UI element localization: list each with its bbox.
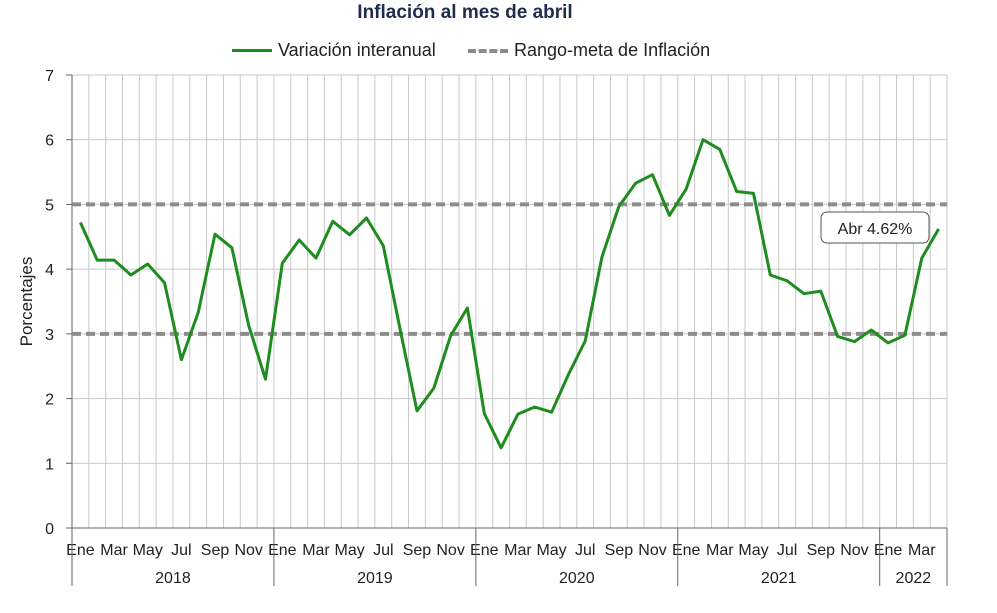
legend-item-variacion: Variación interanual [232,40,436,61]
annotation-box [820,211,930,244]
inflation-series-line [79,138,940,450]
y-tick-label: 5 [45,197,54,214]
x-tick-label: Ene [672,542,701,559]
x-tick-label: Sep [403,542,432,559]
x-tick-label: Mar [504,542,532,559]
x-tick-label: May [133,542,163,559]
y-tick-label: 2 [45,392,54,409]
x-tick-label: Mar [302,542,330,559]
x-tick-label: Ene [874,542,903,559]
x-tick-label: Ene [268,542,297,559]
x-tick-label: Ene [470,542,499,559]
year-label: 2021 [761,570,797,587]
y-tick-label: 0 [45,521,54,538]
y-tick-label: 6 [45,133,54,150]
x-tick-label: Nov [436,542,464,559]
legend: Variación interanual Rango-meta de Infla… [0,40,997,64]
x-tick-label: Jul [777,542,797,559]
legend-label-variacion: Variación interanual [278,40,436,60]
x-tick-label: Ene [66,542,95,559]
legend-label-rango-meta: Rango-meta de Inflación [514,40,711,60]
year-label: 2022 [896,570,932,587]
x-tick-label: Nov [234,542,262,559]
y-tick-label: 3 [45,327,54,344]
x-tick-label: Mar [706,542,734,559]
y-tick-label: 1 [45,456,54,473]
x-tick-label: Sep [605,542,634,559]
x-tick-label: May [335,542,365,559]
x-tick-label: May [536,542,566,559]
x-tick-label: Nov [840,542,868,559]
legend-swatch-solid [232,49,272,52]
x-tick-label: Sep [807,542,836,559]
y-tick-label: 7 [45,68,54,85]
y-axis-title: Porcentajes [17,257,36,347]
x-tick-label: Jul [373,542,393,559]
x-tick-label: Sep [201,542,230,559]
x-tick-label: Jul [575,542,595,559]
x-tick-label: Nov [638,542,666,559]
y-tick-label: 4 [45,262,54,279]
x-tick-label: Mar [908,542,936,559]
year-label: 2019 [357,570,393,587]
legend-item-rango-meta: Rango-meta de Inflación [468,40,710,61]
x-tick-label: Jul [171,542,191,559]
x-tick-label: May [738,542,768,559]
annotation-label: Abr 4.62% [838,221,913,238]
chart-title: Inflación al mes de abril [357,2,573,23]
year-label: 2018 [155,570,191,587]
legend-swatch-dashed [468,48,508,53]
x-tick-label: Mar [100,542,128,559]
year-label: 2020 [559,570,595,587]
